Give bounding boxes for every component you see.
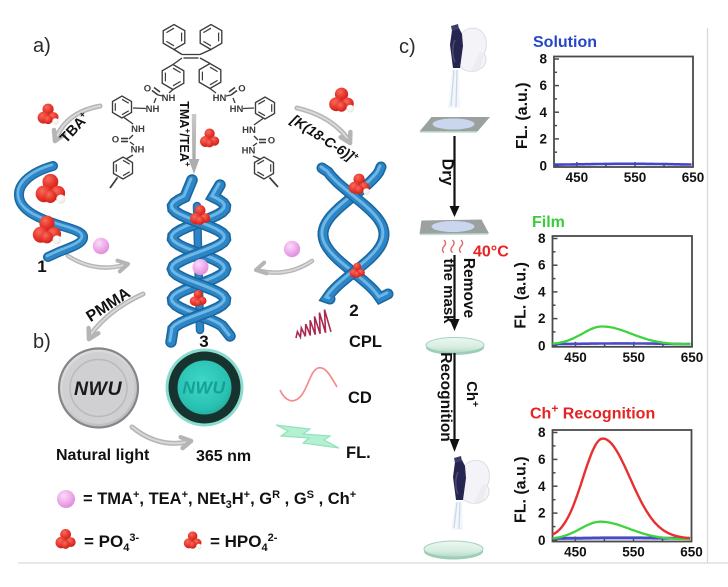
svg-text:2: 2: [538, 311, 546, 326]
svg-text:3: 3: [199, 332, 208, 351]
svg-text:8: 8: [538, 231, 546, 246]
svg-text:HN: HN: [213, 93, 227, 104]
svg-text:2: 2: [539, 131, 547, 146]
svg-text:O: O: [238, 84, 245, 95]
svg-text:Recognition: Recognition: [437, 352, 454, 442]
svg-text:Solution: Solution: [533, 34, 597, 51]
svg-text:650: 650: [681, 350, 704, 365]
svg-text:HN: HN: [230, 104, 244, 115]
svg-text:6: 6: [538, 452, 546, 467]
svg-text:Ch+ Recognition: Ch+ Recognition: [530, 402, 655, 423]
svg-text:CD: CD: [348, 389, 372, 407]
svg-text:365 nm: 365 nm: [196, 448, 251, 465]
svg-text:NWU: NWU: [182, 378, 225, 398]
svg-text:550: 550: [624, 170, 647, 185]
svg-text:HN: HN: [242, 146, 256, 157]
svg-text:TMA+/TEA+: TMA+/TEA+: [177, 101, 193, 167]
svg-text:FL.: FL.: [346, 444, 371, 462]
svg-text:NWU: NWU: [74, 378, 122, 400]
svg-text:FL. (a.u.): FL. (a.u.): [514, 82, 531, 149]
svg-text:the mask: the mask: [440, 258, 457, 324]
svg-text:450: 450: [564, 545, 587, 560]
svg-text:Remove: Remove: [460, 258, 477, 319]
svg-text:CPL: CPL: [349, 333, 382, 351]
svg-text:4: 4: [538, 284, 546, 299]
svg-text:b): b): [33, 331, 51, 353]
svg-text:0: 0: [539, 159, 547, 174]
svg-text:650: 650: [680, 545, 703, 560]
svg-text:O: O: [268, 136, 275, 147]
svg-text:2: 2: [538, 506, 546, 521]
svg-text:NH: NH: [146, 104, 160, 115]
svg-text:650: 650: [682, 170, 705, 185]
svg-text:0: 0: [538, 533, 546, 548]
svg-text:0: 0: [538, 338, 546, 353]
svg-text:= HPO42-: = HPO42-: [210, 532, 278, 554]
svg-text:450: 450: [566, 170, 589, 185]
svg-text:a): a): [33, 35, 51, 57]
svg-text:4: 4: [538, 479, 546, 494]
svg-text:O: O: [112, 135, 119, 146]
svg-text:Natural light: Natural light: [56, 447, 150, 464]
svg-text:6: 6: [539, 78, 547, 93]
svg-text:FL. (a.u.): FL. (a.u.): [513, 456, 530, 523]
svg-text:c): c): [399, 36, 416, 58]
svg-text:2: 2: [349, 301, 358, 320]
svg-text:Ch+: Ch+: [463, 381, 480, 407]
svg-text:Film: Film: [532, 214, 565, 231]
svg-text:6: 6: [538, 258, 546, 273]
svg-text:40°C: 40°C: [473, 244, 509, 261]
svg-text:FL. (a.u.): FL. (a.u.): [513, 262, 530, 329]
svg-text:Dry: Dry: [439, 159, 456, 186]
svg-text:8: 8: [539, 52, 547, 67]
svg-text:O: O: [144, 84, 151, 95]
svg-text:NH: NH: [131, 124, 145, 135]
svg-text:HN: HN: [242, 125, 256, 136]
svg-text:= TMA+, TEA+, NEt3H+, GR , GS: = TMA+, TEA+, NEt3H+, GR , GS , Ch+: [83, 489, 356, 511]
svg-text:8: 8: [538, 425, 546, 440]
svg-text:1: 1: [37, 257, 46, 276]
svg-text:550: 550: [622, 545, 645, 560]
svg-text:NH: NH: [131, 145, 145, 156]
svg-text:450: 450: [564, 350, 587, 365]
svg-text:4: 4: [539, 105, 547, 120]
svg-text:NH: NH: [162, 93, 176, 104]
svg-text:550: 550: [622, 350, 645, 365]
